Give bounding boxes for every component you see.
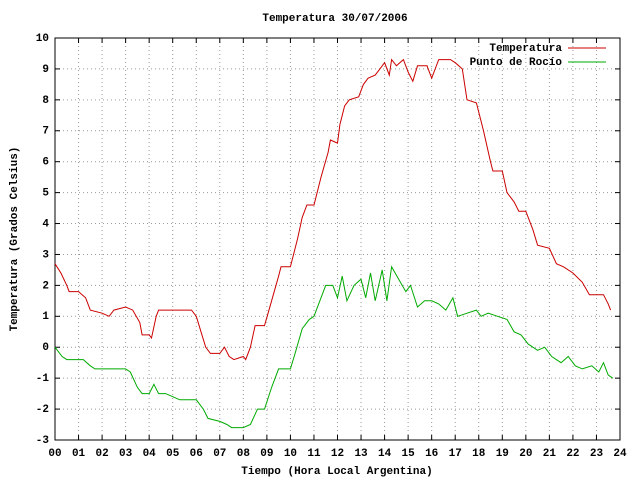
x-tick-label: 12 bbox=[331, 448, 344, 460]
x-tick-label: 00 bbox=[48, 448, 61, 460]
data-line bbox=[54, 58, 612, 361]
y-axis-label: Temperatura (Grados Celsius) bbox=[9, 147, 21, 332]
y-tick-label: 6 bbox=[42, 157, 49, 169]
legend-label: Punto de Rocío bbox=[470, 57, 563, 69]
x-tick-label: 02 bbox=[95, 448, 108, 460]
y-tick-label: -1 bbox=[36, 373, 50, 385]
x-tick-label: 18 bbox=[472, 448, 486, 460]
y-tick-label: 5 bbox=[42, 188, 49, 200]
x-tick-label: 22 bbox=[566, 448, 579, 460]
x-tick-label: 10 bbox=[284, 448, 297, 460]
x-tick-label: 13 bbox=[354, 448, 368, 460]
data-line bbox=[54, 265, 614, 429]
y-tick-label: 4 bbox=[42, 218, 49, 230]
y-tick-label: 3 bbox=[42, 249, 49, 261]
x-tick-label: 20 bbox=[519, 448, 532, 460]
x-tick-label: 19 bbox=[496, 448, 509, 460]
chart-title: Temperatura 30/07/2006 bbox=[262, 13, 407, 25]
y-tick-label: 7 bbox=[42, 126, 49, 138]
x-tick-label: 21 bbox=[543, 448, 557, 460]
x-tick-label: 09 bbox=[260, 448, 273, 460]
x-tick-label: 15 bbox=[402, 448, 416, 460]
plot-frame bbox=[54, 37, 621, 441]
y-tick-label: -3 bbox=[36, 435, 50, 447]
x-tick-label: 07 bbox=[213, 448, 226, 460]
y-tick-label: 8 bbox=[42, 95, 49, 107]
y-tick-label: 10 bbox=[36, 33, 49, 45]
x-tick-label: 24 bbox=[613, 448, 627, 460]
x-tick-label: 11 bbox=[307, 448, 321, 460]
x-tick-label: 06 bbox=[190, 448, 203, 460]
x-axis-label: Tiempo (Hora Local Argentina) bbox=[241, 466, 432, 478]
y-tick-label: -2 bbox=[36, 404, 49, 416]
legend-label: Temperatura bbox=[489, 43, 562, 55]
y-tick-label: 1 bbox=[42, 311, 49, 323]
x-tick-label: 23 bbox=[590, 448, 604, 460]
y-tick-label: 9 bbox=[42, 64, 49, 76]
x-tick-label: 14 bbox=[378, 448, 392, 460]
x-tick-label: 05 bbox=[166, 448, 180, 460]
x-tick-label: 04 bbox=[143, 448, 157, 460]
x-tick-label: 17 bbox=[449, 448, 462, 460]
x-tick-label: 16 bbox=[425, 448, 438, 460]
y-tick-label: 2 bbox=[42, 280, 49, 292]
y-tick-label: 0 bbox=[42, 342, 49, 354]
x-tick-label: 03 bbox=[119, 448, 133, 460]
x-tick-label: 08 bbox=[237, 448, 251, 460]
x-tick-label: 01 bbox=[72, 448, 86, 460]
